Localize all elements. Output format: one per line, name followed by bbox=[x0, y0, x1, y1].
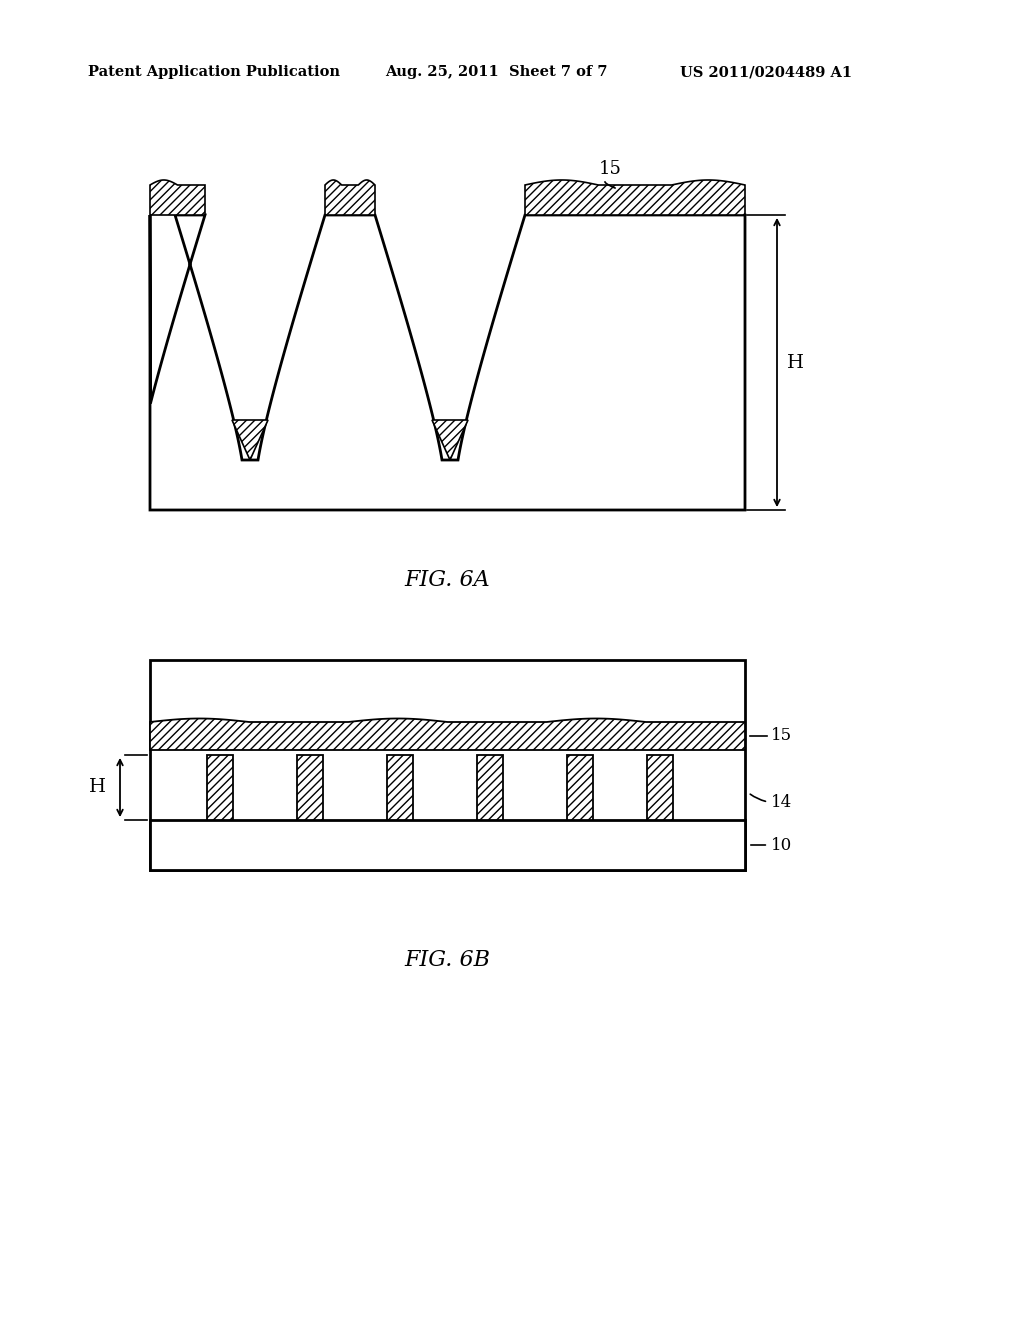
Text: 15: 15 bbox=[599, 160, 622, 178]
Bar bbox=[387, 755, 413, 820]
Bar bbox=[477, 755, 503, 820]
Polygon shape bbox=[325, 180, 375, 215]
Bar bbox=[207, 755, 233, 820]
Polygon shape bbox=[232, 420, 268, 459]
Polygon shape bbox=[525, 180, 745, 215]
Bar bbox=[567, 755, 593, 820]
Text: 15: 15 bbox=[771, 727, 793, 744]
Text: Aug. 25, 2011  Sheet 7 of 7: Aug. 25, 2011 Sheet 7 of 7 bbox=[385, 65, 607, 79]
Bar bbox=[150, 820, 745, 870]
Text: Patent Application Publication: Patent Application Publication bbox=[88, 65, 340, 79]
Text: FIG. 6B: FIG. 6B bbox=[404, 949, 490, 972]
Bar bbox=[647, 755, 673, 820]
Text: H: H bbox=[787, 354, 804, 371]
Text: FIG. 6A: FIG. 6A bbox=[404, 569, 490, 591]
Text: 14: 14 bbox=[751, 795, 793, 810]
Bar bbox=[297, 755, 323, 820]
Bar bbox=[150, 660, 745, 870]
Polygon shape bbox=[432, 420, 468, 459]
Text: H: H bbox=[89, 779, 106, 796]
Polygon shape bbox=[150, 180, 205, 215]
Text: 10: 10 bbox=[751, 837, 793, 854]
Polygon shape bbox=[150, 718, 745, 750]
Polygon shape bbox=[150, 215, 745, 510]
Text: US 2011/0204489 A1: US 2011/0204489 A1 bbox=[680, 65, 852, 79]
